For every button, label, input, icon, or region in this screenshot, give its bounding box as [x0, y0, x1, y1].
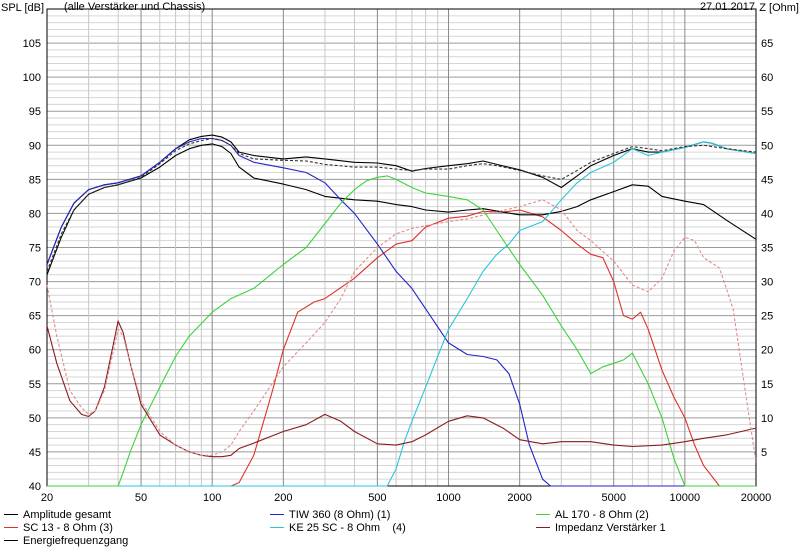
legend-item-tiw-360: TIW 360 (8 Ohm) (1) [270, 509, 390, 521]
y-tick-label: 45 [29, 447, 41, 459]
y-tick-label: 65 [29, 311, 41, 323]
x-tick-label: 50 [135, 492, 147, 504]
legend-item-al-170: AL 170 - 8 Ohm (2) [536, 509, 649, 521]
y2-tick-label: 5 [761, 447, 767, 459]
legend-swatch [4, 513, 18, 515]
y2-tick-label: 50 [761, 140, 773, 152]
series-line-ke-25-sc-8-ohm-4 [47, 141, 757, 487]
series-line-tiw-360-8-ohm-1 [46, 137, 756, 487]
x-tick-label: 10000 [670, 492, 701, 504]
y2-tick-label: 45 [761, 174, 773, 186]
y2-tick-label: 55 [761, 106, 773, 118]
legend-label: Amplitude gesamt [23, 509, 112, 521]
series-line-impedanz-verst-rker-1 [46, 320, 757, 458]
x-tick-label: 2000 [507, 492, 531, 504]
series-line-energiefrequenzgang [46, 143, 757, 275]
legend-label: TIW 360 (8 Ohm) (1) [289, 509, 391, 521]
y-tick-label: 55 [29, 379, 41, 391]
y-tick-label: 95 [29, 106, 41, 118]
y-tick-label: 85 [29, 174, 41, 186]
series-line-dashed-reference-7 [46, 137, 757, 272]
legend-item-ke-25-sc: KE 25 SC - 8 Ohm (4) [270, 522, 406, 534]
y2-tick-label: 35 [761, 243, 773, 255]
legend-item-impedanz-verstaerker: Impedanz Verstärker 1 [536, 522, 666, 534]
legend-swatch [536, 526, 550, 528]
legend-swatch [4, 539, 18, 541]
x-tick-label: 20000 [741, 492, 772, 504]
y2-tick-label: 25 [761, 311, 773, 323]
legend-swatch [4, 526, 18, 528]
y2-tick-label: 10 [761, 413, 773, 425]
x-tick-label: 100 [203, 492, 221, 504]
y-tick-label: 50 [29, 413, 41, 425]
y2-axis-title: Z [Ohm] [759, 2, 799, 14]
y-tick-label: 90 [29, 140, 41, 152]
y-tick-label: 40 [29, 481, 41, 493]
y2-tick-label: 40 [761, 208, 773, 220]
legend-swatch [536, 513, 550, 515]
legend-item-amplitude-gesamt: Amplitude gesamt [4, 509, 111, 521]
x-tick-label: 1000 [436, 492, 460, 504]
y-tick-label: 75 [29, 243, 41, 255]
y2-tick-label: 20 [761, 345, 773, 357]
x-tick-label: 200 [274, 492, 292, 504]
y-tick-label: 80 [29, 208, 41, 220]
y2-tick-label: 60 [761, 72, 773, 84]
y-tick-label: 105 [23, 38, 41, 50]
x-tick-label: 20 [41, 492, 53, 504]
plot-border [46, 8, 757, 487]
legend-label: KE 25 SC - 8 Ohm (4) [289, 522, 406, 534]
y2-tick-label: 15 [761, 379, 773, 391]
legend-item-energiefrequenzgang: Energiefrequenzgang [4, 535, 128, 547]
series-line-dashed-reference-8 [46, 199, 757, 463]
y-axis-title: SPL [dB] [1, 2, 44, 14]
series-line-al-170-8-ohm-2 [47, 175, 756, 487]
y2-tick-label: 30 [761, 277, 773, 289]
legend-swatch [270, 526, 284, 528]
chart-date: 27.01.2017 [699, 1, 755, 13]
legend-label: Energiefrequenzgang [23, 535, 129, 547]
x-tick-label: 500 [368, 492, 386, 504]
y-tick-label: 60 [29, 345, 41, 357]
chart-legend: Amplitude gesamt TIW 360 (8 Ohm) (1) AL … [0, 507, 800, 548]
legend-label: AL 170 - 8 Ohm (2) [555, 509, 649, 521]
y2-tick-label: 65 [761, 38, 773, 50]
legend-item-sc-13: SC 13 - 8 Ohm (3) [4, 522, 113, 534]
y-tick-label: 100 [23, 72, 41, 84]
x-tick-label: 5000 [601, 492, 625, 504]
series-line-sc-13-8-ohm-3 [47, 209, 756, 487]
chart-subtitle-left: (alle Verstärker und Chassis) [64, 1, 206, 13]
legend-swatch [270, 513, 284, 515]
legend-label: SC 13 - 8 Ohm (3) [23, 522, 113, 534]
y-tick-label: 70 [29, 277, 41, 289]
legend-label: Impedanz Verstärker 1 [555, 522, 666, 534]
